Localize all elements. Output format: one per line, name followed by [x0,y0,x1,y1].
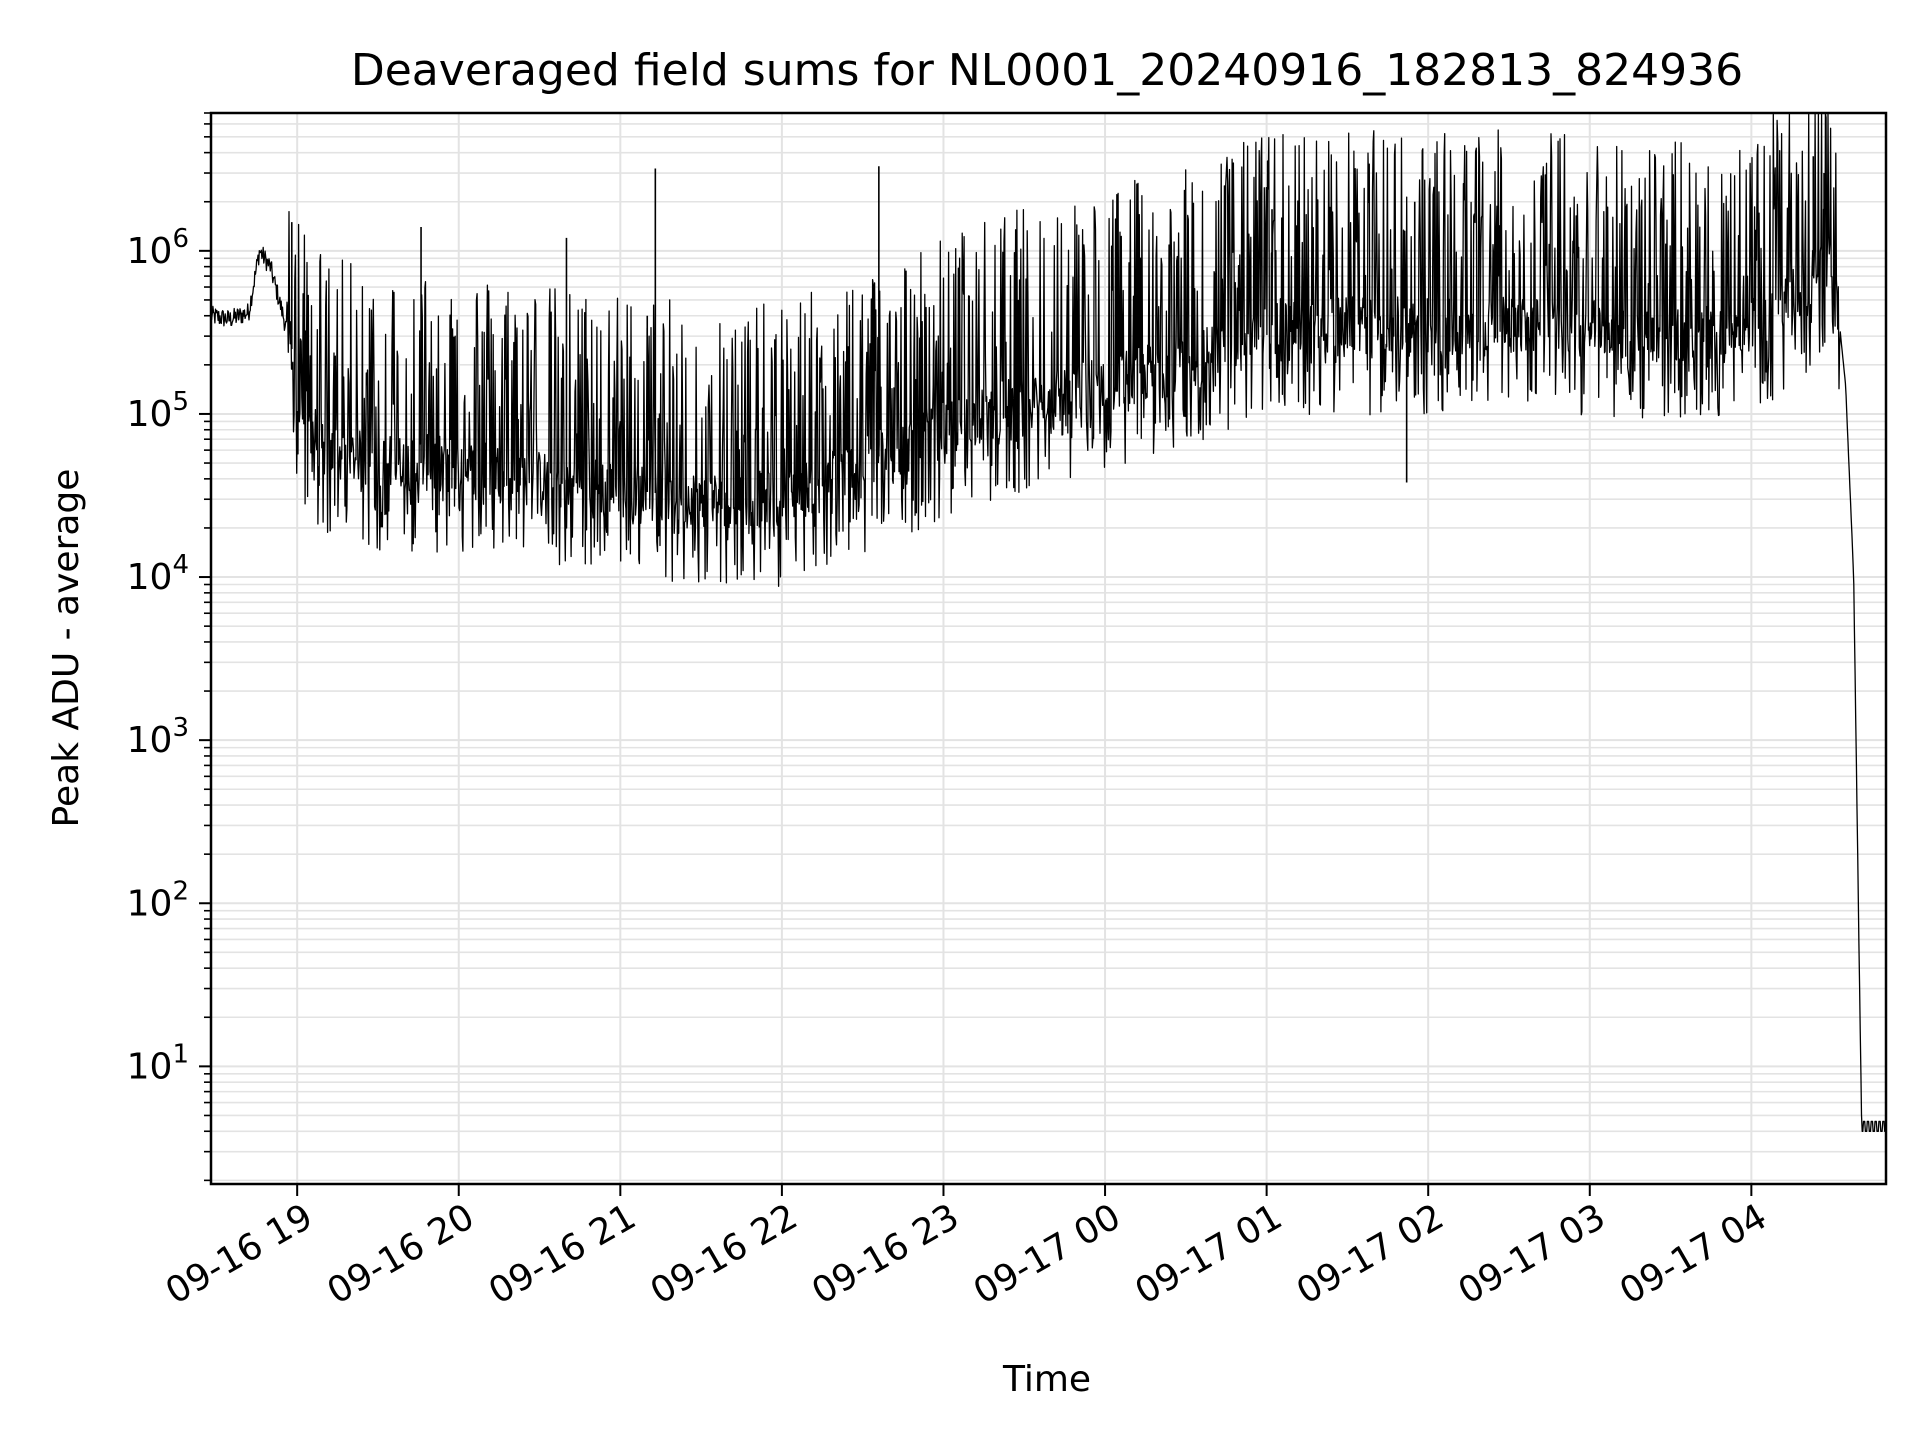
axes-frame [209,111,1888,1186]
series-layer [210,112,1887,1132]
series-line [210,112,1887,1132]
grid [211,112,1886,1184]
y-axis-label: Peak ADU - average [46,469,87,828]
chart-title: Deaveraged field sums for NL0001_2024091… [351,45,1743,96]
x-axis-label: Time [1002,1359,1091,1400]
